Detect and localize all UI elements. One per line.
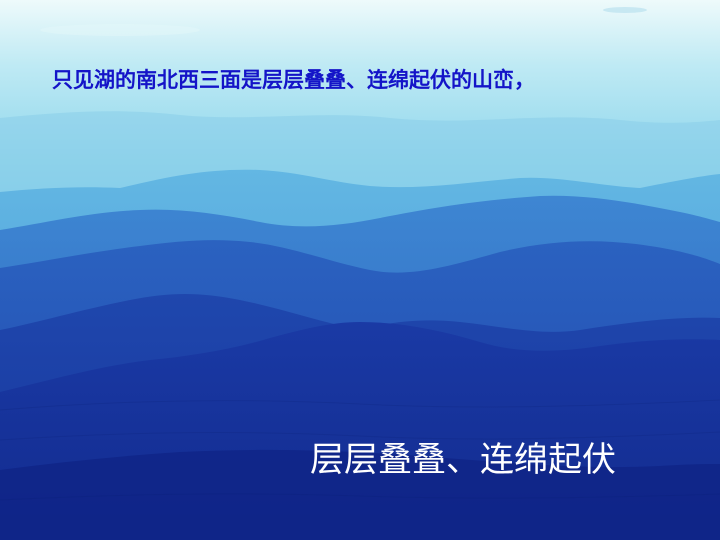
bottom-caption: 层层叠叠、连绵起伏 — [310, 440, 616, 480]
top-caption: 只见湖的南北西三面是层层叠叠、连绵起伏的山峦， — [52, 68, 535, 92]
